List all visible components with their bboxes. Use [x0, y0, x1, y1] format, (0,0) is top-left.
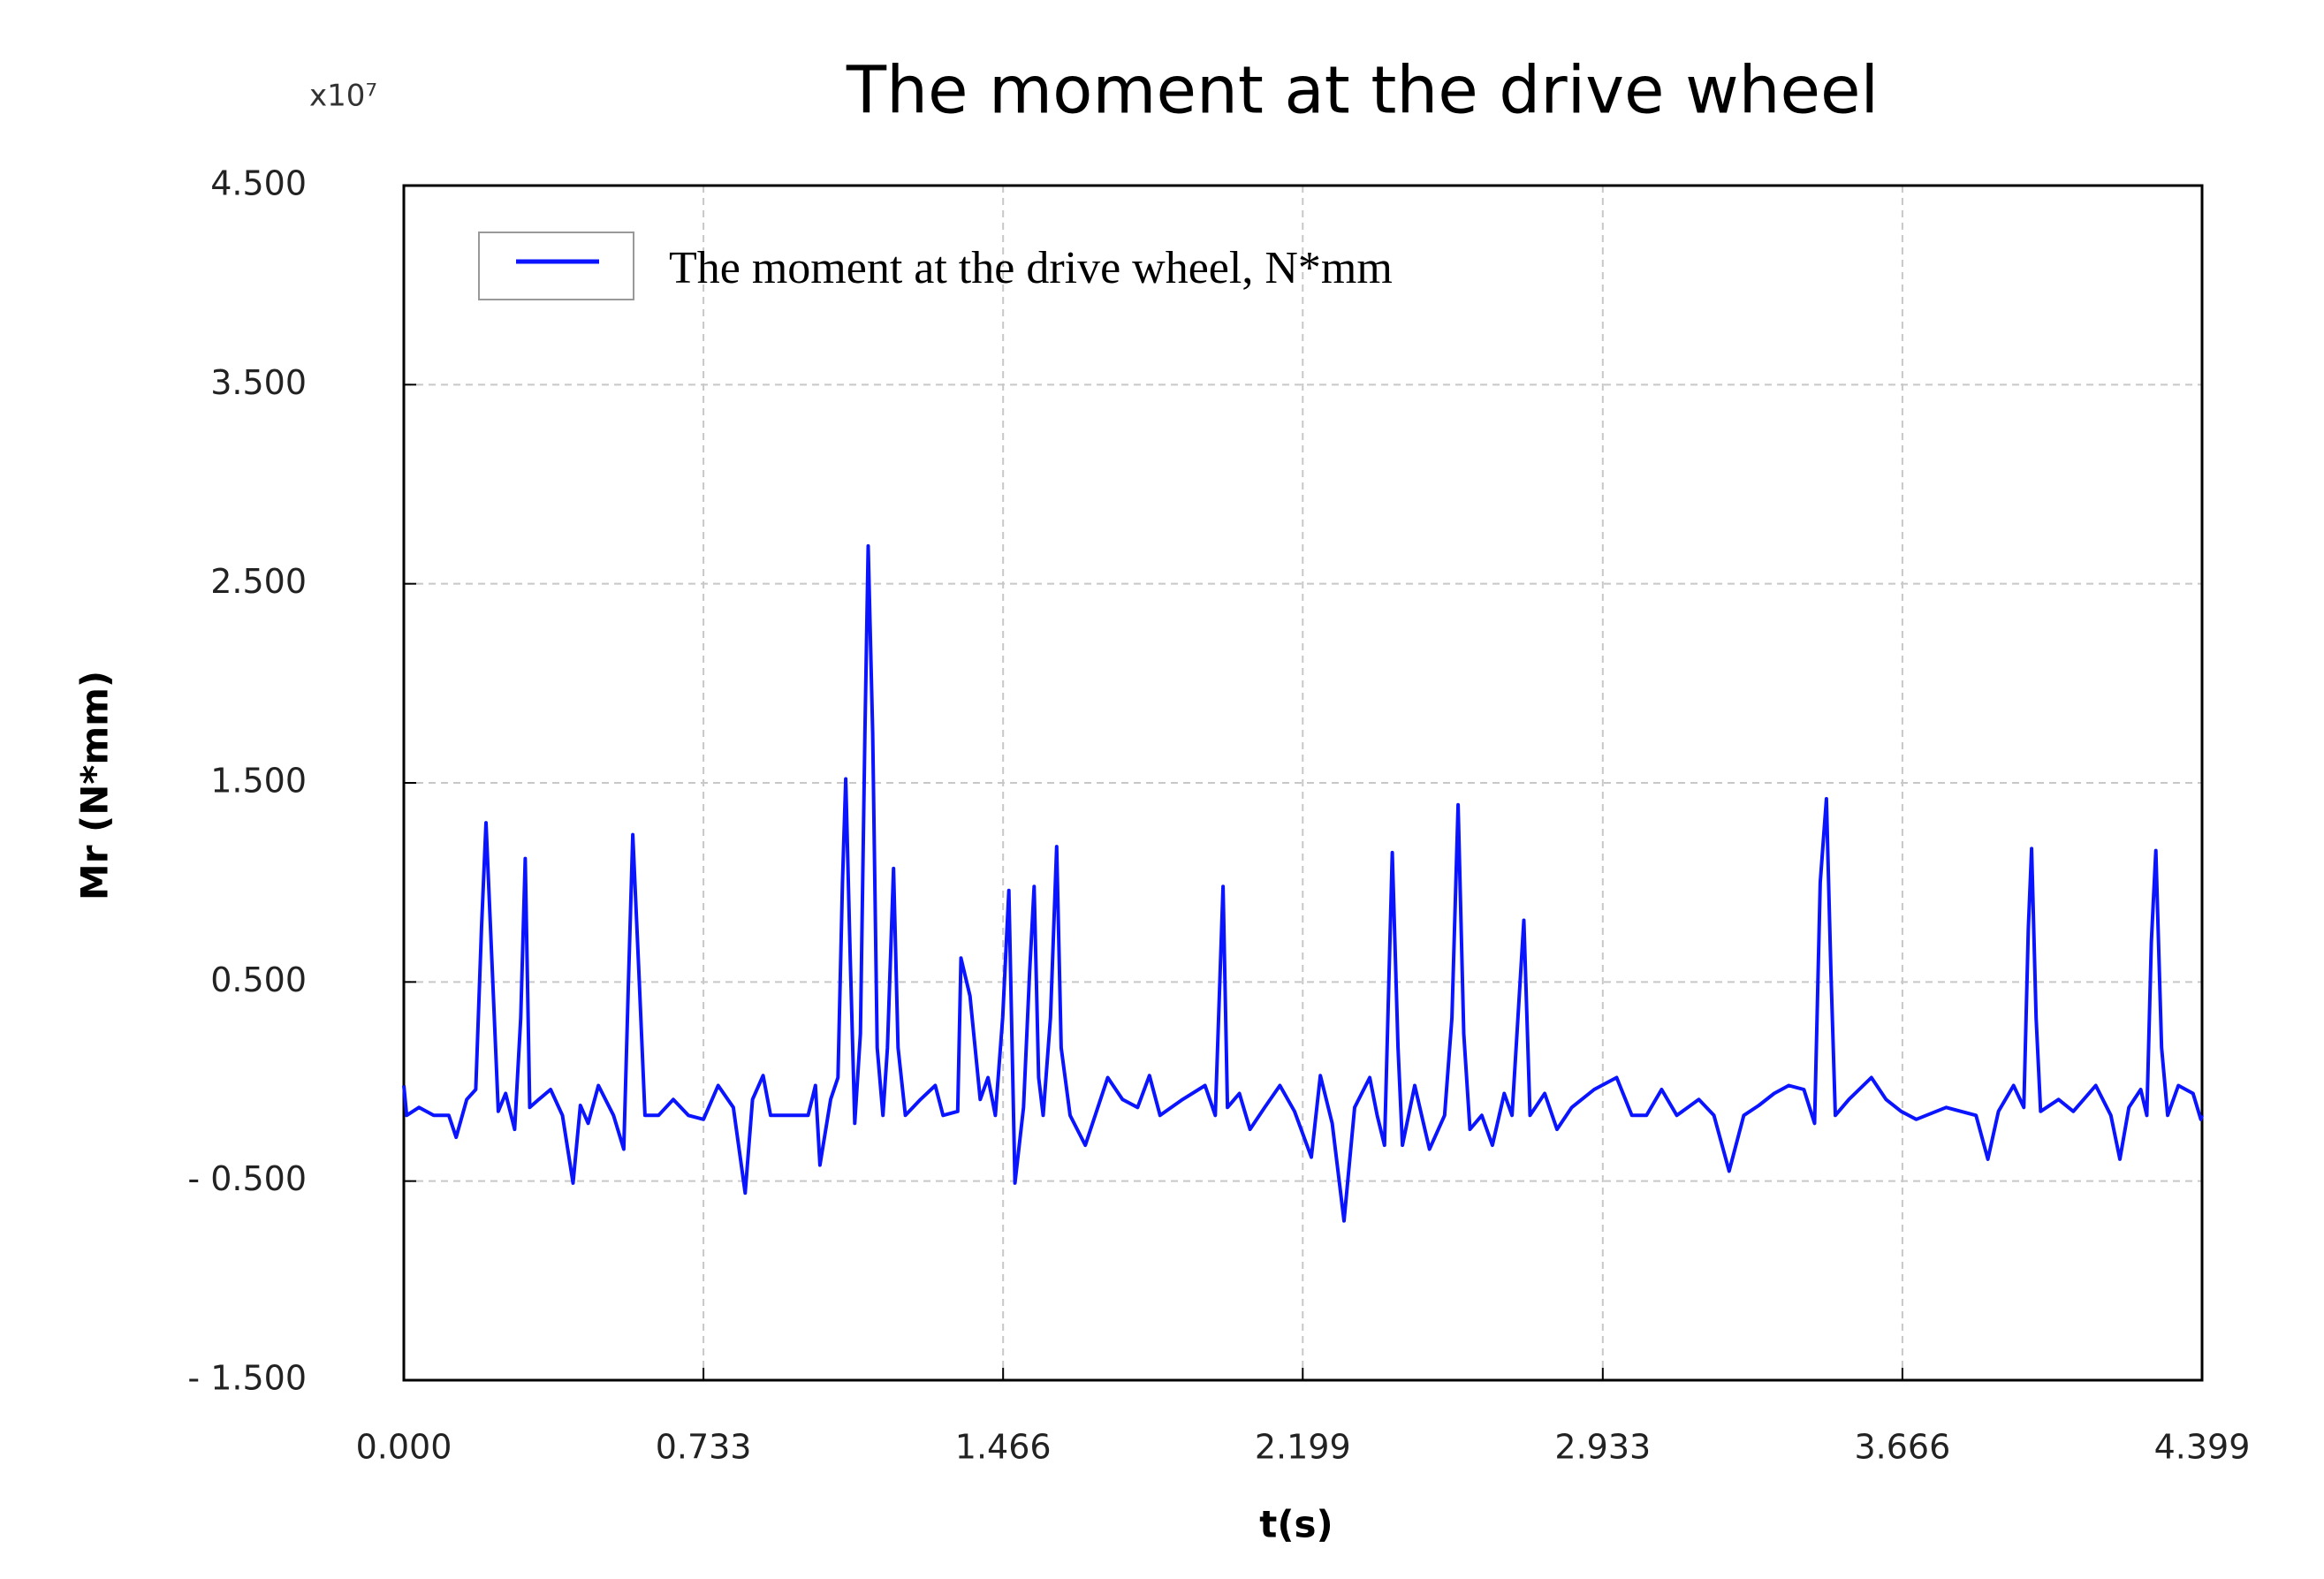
y-tick-label: 2.500 — [210, 562, 307, 601]
y-tick-label: - 0.500 — [187, 1159, 307, 1198]
y-tick-label: 3.500 — [210, 363, 307, 402]
legend-label: The moment at the drive wheel, N*mm — [669, 243, 1393, 293]
plot-frame — [402, 184, 2204, 1382]
x-tick-label: 3.666 — [1855, 1428, 1951, 1467]
x-tick-label: 4.399 — [2154, 1428, 2251, 1467]
x-tick-label: 1.466 — [955, 1428, 1052, 1467]
legend-box — [478, 232, 634, 300]
x-tick-label: 0.000 — [356, 1428, 452, 1467]
y-tick-label: 0.500 — [210, 960, 307, 999]
y-tick-label: 1.500 — [210, 762, 307, 801]
chart-title: The moment at the drive wheel — [846, 53, 1879, 129]
y-tick-label: 4.500 — [210, 164, 307, 203]
y-scale-label: x10⁷ — [309, 79, 377, 114]
data-line — [402, 543, 2204, 1223]
x-tick-label: 2.199 — [1255, 1428, 1351, 1467]
x-tick-label: 0.733 — [656, 1428, 752, 1467]
y-axis-label: Mr (N*mm) — [73, 671, 117, 900]
y-tick-label: - 1.500 — [187, 1359, 307, 1398]
x-tick-label: 2.933 — [1554, 1428, 1651, 1467]
x-axis-label: t(s) — [1259, 1503, 1333, 1546]
